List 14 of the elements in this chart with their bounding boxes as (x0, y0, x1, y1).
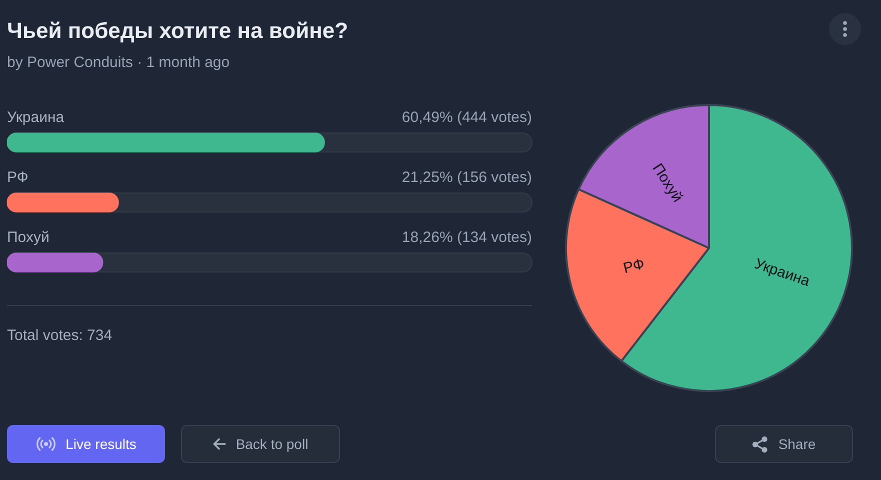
y-tick-label: Украина (7, 109, 65, 126)
slice-label: РФ (622, 256, 646, 278)
y-tick-label: РФ (7, 169, 28, 186)
menu-icon[interactable] (829, 13, 861, 45)
button[interactable]: Live results (7, 425, 165, 463)
data-label: 18,26% (134 votes) (402, 229, 532, 246)
text: Total votes: 734 (7, 326, 112, 346)
y-tick-label: Похуй (7, 229, 50, 246)
chart-subtitle: by Power Conduits · 1 month ago (7, 53, 230, 73)
button[interactable]: Back to poll (181, 425, 340, 463)
data-label: 60,49% (444 votes) (402, 109, 532, 126)
chart-title: Чьей победы хотите на войне? (7, 17, 348, 45)
button[interactable]: Share (715, 425, 853, 463)
data-label: 21,25% (156 votes) (402, 169, 532, 186)
